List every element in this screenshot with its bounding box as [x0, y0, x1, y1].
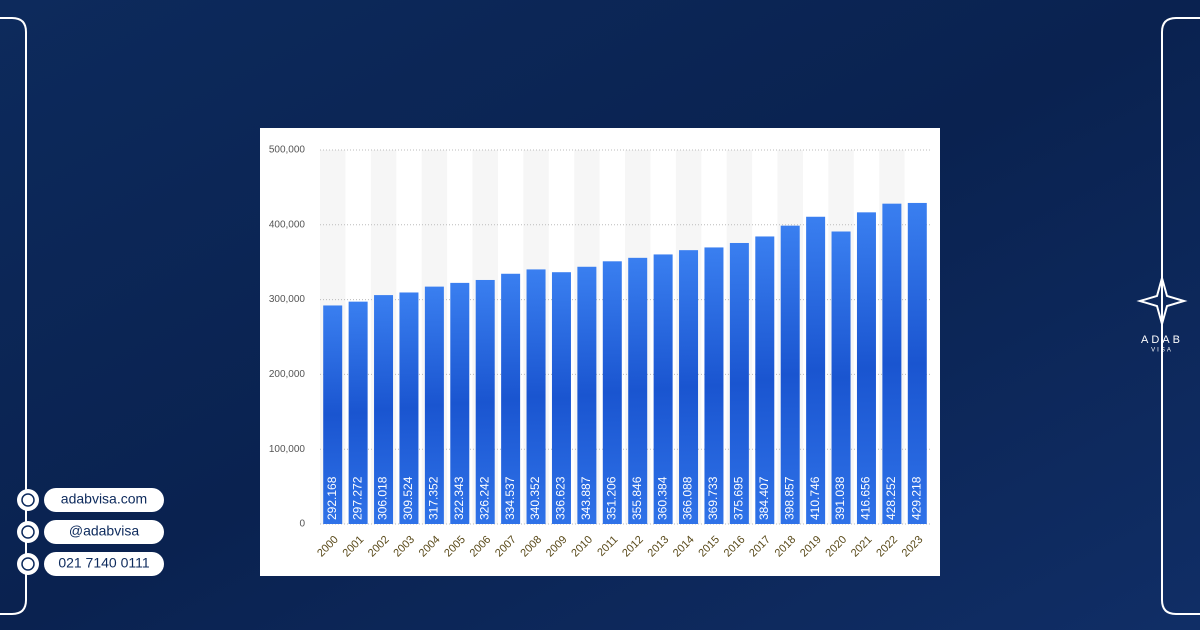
value-label: 292.168 [325, 476, 339, 520]
bar [551, 272, 571, 524]
bar [424, 286, 444, 524]
bar [577, 266, 597, 524]
value-label: 366.088 [681, 476, 695, 520]
value-label: 410.746 [808, 476, 822, 520]
bar [501, 273, 521, 524]
y-tick-label: 200,000 [269, 369, 306, 380]
bar [653, 254, 673, 524]
contact-pill [44, 520, 164, 544]
bar [679, 250, 699, 524]
bar [780, 225, 800, 524]
value-label: 317.352 [427, 476, 441, 520]
value-label: 428.252 [884, 476, 898, 520]
bar [526, 269, 546, 524]
value-label: 391.038 [833, 476, 847, 520]
contact-text: adabvisa.com [61, 491, 147, 507]
value-label: 297.272 [350, 476, 364, 520]
value-label: 360.384 [655, 476, 669, 520]
bar [856, 212, 876, 524]
contacts: adabvisa.com @adabvisa 021 7140 0111 [17, 488, 164, 576]
y-tick-label: 300,000 [269, 294, 306, 305]
value-label: 340.352 [528, 476, 542, 520]
logo-star [1136, 274, 1188, 328]
contact-text: @adabvisa [69, 523, 139, 539]
contact-icon [17, 553, 39, 575]
bar [450, 282, 470, 524]
contact-icon [17, 489, 39, 511]
value-label: 322.343 [452, 476, 466, 520]
value-label: 343.887 [579, 476, 593, 520]
contact-icon [17, 521, 39, 543]
value-label: 309.524 [401, 476, 415, 520]
value-label: 369.733 [706, 476, 720, 520]
value-label: 351.206 [604, 476, 618, 520]
frame-left [0, 17, 27, 615]
contact-text: 021 7140 0111 [58, 555, 150, 571]
value-label: 306.018 [376, 476, 390, 520]
value-label: 384.407 [757, 476, 771, 520]
y-tick-label: 400,000 [269, 219, 306, 230]
value-label: 355.846 [630, 476, 644, 520]
bar [399, 292, 419, 524]
contact-pill [44, 552, 164, 576]
bar [882, 203, 902, 524]
y-tick-label: 0 [299, 519, 305, 530]
value-label: 416.656 [859, 476, 873, 520]
bar [729, 242, 749, 524]
frame-right [1161, 17, 1200, 615]
bar [806, 216, 826, 524]
value-label: 336.623 [554, 476, 568, 520]
bar [907, 202, 927, 524]
bar [475, 279, 495, 524]
value-label: 375.695 [732, 476, 746, 520]
bar [323, 305, 343, 524]
brand-tagline: VISA [1151, 348, 1173, 354]
brand-name: ADAB [1141, 334, 1183, 346]
bar [704, 247, 724, 525]
value-label: 429.218 [909, 476, 923, 520]
contact-pill [44, 488, 164, 512]
contact-icon-inner [21, 525, 35, 539]
value-label: 334.537 [503, 476, 517, 520]
y-tick-label: 500,000 [269, 145, 306, 156]
plot: 0 100,000 200,000 300,000 400,000 500,000 292.… [269, 145, 930, 559]
contact-icon-inner [21, 557, 35, 571]
contact-icon-inner [21, 493, 35, 507]
bar [374, 295, 394, 524]
bar [755, 236, 775, 524]
bar [348, 301, 368, 524]
value-label: 398.857 [782, 476, 796, 520]
bar [602, 261, 622, 524]
y-tick-label: 100,000 [269, 444, 306, 455]
value-label: 326.242 [477, 476, 491, 520]
bar [628, 257, 648, 524]
bar [831, 231, 851, 524]
